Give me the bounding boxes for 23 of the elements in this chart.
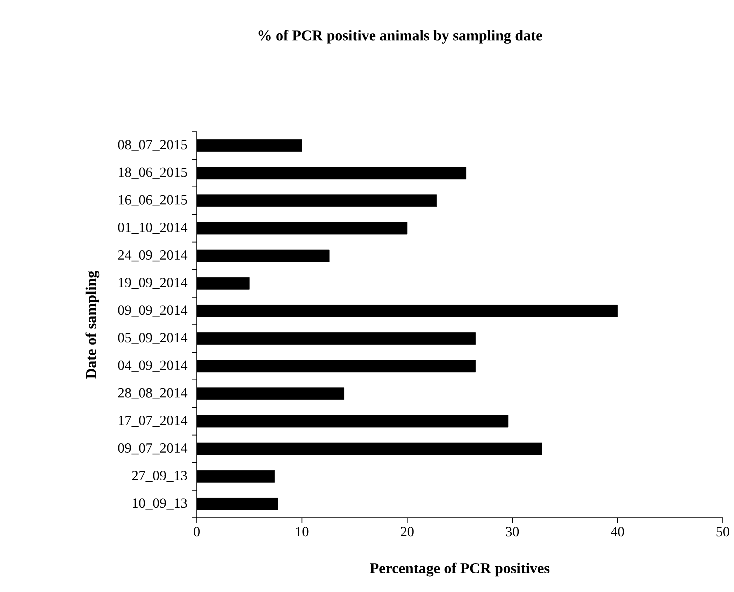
y-tick-label: 16_06_2015 [119,195,188,206]
x-tick-label: 0 [194,527,200,537]
y-tick-label: 19_09_2014 [119,278,188,290]
y-tick-label: 18_06_2015 [119,168,188,179]
x-tick-label: 10 [296,527,309,537]
y-tick-label: 01_10_2014 [118,222,188,234]
y-tick-label: 28_08_2014 [118,388,188,400]
x-tick-label: 40 [611,527,624,537]
x-axis-title: Percentage of PCR positives [370,562,550,577]
y-tick-label: 10_09_13 [133,498,188,510]
y-tick-label: 05_09_2014 [118,333,188,344]
y-tick-label: 08_07_2015 [118,140,188,152]
x-tick-label: 30 [506,527,520,537]
x-tick-label: 20 [401,527,414,537]
y-tick-label: 24_09_2014 [118,250,188,262]
y-tick-label: 04_09_2014 [118,360,188,372]
y-tick-label: 09_09_2014 [118,306,188,317]
y-axis-title: Date of sampling [86,270,100,379]
x-tick-label: 50 [716,527,730,537]
y-tick-label: 17_07_2014 [119,416,188,428]
y-tick-label: 09_07_2014 [118,444,188,455]
y-tick-label: 27_09_13 [132,471,188,482]
chart-title: % of PCR positive animals by sampling date [258,30,542,44]
